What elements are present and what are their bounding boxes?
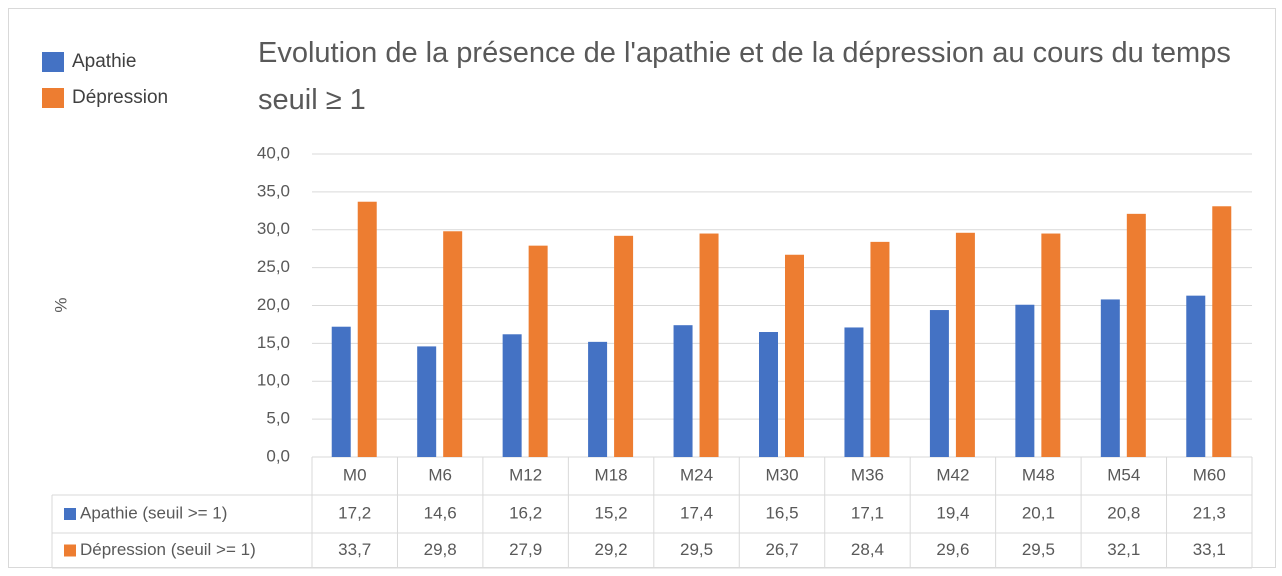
table-row-label: Apathie (seuil >= 1) <box>80 503 227 522</box>
table-value: 20,1 <box>1022 503 1055 522</box>
table-value: 15,2 <box>595 503 628 522</box>
table-value: 17,2 <box>338 503 371 522</box>
table-value: 33,7 <box>338 540 371 559</box>
y-axis-label: % <box>51 297 70 312</box>
table-value: 14,6 <box>424 503 457 522</box>
table-value: 29,2 <box>595 540 628 559</box>
table-value: 32,1 <box>1107 540 1140 559</box>
table-value: 17,4 <box>680 503 713 522</box>
bar <box>1126 213 1146 457</box>
y-tick-label: 35,0 <box>257 181 290 200</box>
chart-border <box>8 8 1276 568</box>
y-tick-label: 0,0 <box>266 446 290 465</box>
bar <box>443 231 463 457</box>
x-tick-label: M12 <box>509 465 542 484</box>
x-tick-label: M60 <box>1193 465 1226 484</box>
bar <box>528 245 548 457</box>
bar <box>502 334 522 457</box>
table-value: 16,5 <box>765 503 798 522</box>
y-tick-label: 20,0 <box>257 295 290 314</box>
bar <box>955 232 975 457</box>
x-tick-label: M18 <box>595 465 628 484</box>
y-tick-label: 5,0 <box>266 409 290 428</box>
legend-swatch <box>42 52 64 72</box>
y-tick-label: 10,0 <box>257 371 290 390</box>
bar <box>785 254 804 457</box>
table-value: 17,1 <box>851 503 884 522</box>
x-tick-label: M0 <box>343 465 367 484</box>
legend-swatch <box>42 88 64 108</box>
table-swatch <box>64 508 76 520</box>
table-value: 29,5 <box>680 540 713 559</box>
bar <box>1015 304 1035 457</box>
y-tick-label: 15,0 <box>257 333 290 352</box>
table-value: 28,4 <box>851 540 884 559</box>
bar <box>614 235 634 457</box>
x-tick-label: M30 <box>765 465 798 484</box>
x-tick-label: M54 <box>1107 465 1140 484</box>
table-value: 33,1 <box>1193 540 1226 559</box>
bar <box>844 327 864 457</box>
table-value: 29,8 <box>424 540 457 559</box>
table-value: 27,9 <box>509 540 542 559</box>
x-tick-label: M36 <box>851 465 884 484</box>
bar <box>870 241 890 457</box>
bar <box>1186 295 1206 457</box>
bar <box>929 310 949 457</box>
x-tick-label: M24 <box>680 465 713 484</box>
bar <box>673 325 693 457</box>
legend-label: Dépression <box>72 87 168 108</box>
table-value: 26,7 <box>765 540 798 559</box>
table-value: 29,6 <box>936 540 969 559</box>
bar <box>759 332 778 457</box>
bar <box>699 233 719 457</box>
chart-title: Evolution de la présence de l'apathie et… <box>258 37 1231 116</box>
table-swatch <box>64 544 76 557</box>
bar <box>1212 206 1232 457</box>
table-value: 20,8 <box>1107 503 1140 522</box>
y-tick-label: 30,0 <box>257 219 290 238</box>
table-row-label: Dépression (seuil >= 1) <box>80 540 256 559</box>
bar <box>1100 299 1120 457</box>
bar <box>417 346 437 457</box>
bar <box>588 341 608 457</box>
x-tick-label: M48 <box>1022 465 1055 484</box>
table-value: 21,3 <box>1193 503 1226 522</box>
legend-label: Apathie <box>72 51 136 72</box>
table-value: 19,4 <box>936 503 969 522</box>
table-value: 16,2 <box>509 503 542 522</box>
bar <box>1041 233 1061 457</box>
bar <box>331 326 351 457</box>
y-tick-label: 25,0 <box>257 257 290 276</box>
y-tick-label: 40,0 <box>257 143 290 162</box>
table-value: 29,5 <box>1022 540 1055 559</box>
x-tick-label: M6 <box>428 465 452 484</box>
x-tick-label: M42 <box>936 465 969 484</box>
bar <box>357 201 377 457</box>
